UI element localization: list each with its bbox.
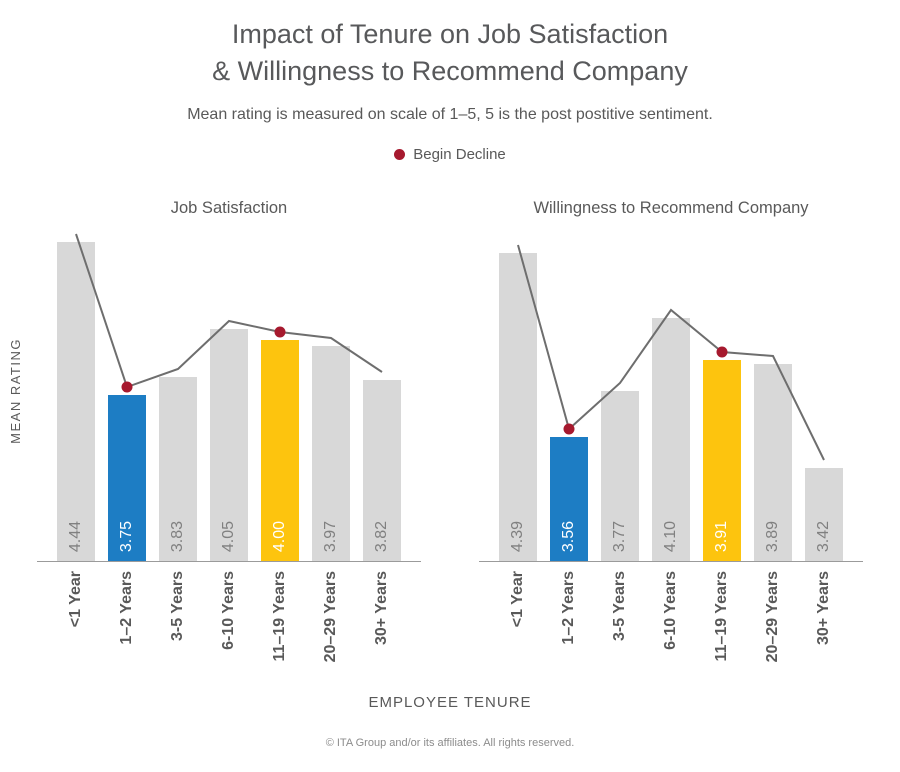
legend-label: Begin Decline [413, 146, 506, 163]
bar-value-label: 3.89 [764, 520, 781, 552]
title-line-2: & Willingness to Recommend Company [212, 56, 688, 86]
y-axis-label: MEAN RATING [8, 338, 23, 449]
category-label: 6-10 Years [652, 562, 690, 682]
bar: 3.75 [108, 395, 146, 561]
begin-decline-marker [274, 326, 286, 338]
bar: 4.10 [652, 318, 690, 561]
bar: 4.00 [261, 340, 299, 561]
bar: 3.77 [601, 391, 639, 561]
bar: 4.05 [210, 329, 248, 561]
chart-willingness-to-recommend: Willingness to Recommend Company 4.39 3.5… [479, 199, 863, 682]
title-line-1: Impact of Tenure on Job Satisfaction [231, 19, 669, 49]
bar: 4.44 [57, 242, 95, 561]
bar-value-label: 4.05 [220, 520, 237, 552]
category-label: 1–2 Years [550, 562, 588, 682]
bar-value-label: 3.42 [815, 520, 832, 552]
category-label-text: 6-10 Years [220, 571, 237, 650]
category-label: 1–2 Years [108, 562, 146, 682]
bar: 3.89 [754, 364, 792, 561]
charts-row: Job Satisfaction 4.44 3.75 3.83 4.05 4.00 3.9… [0, 199, 900, 682]
bar-value-label: 3.97 [322, 520, 339, 552]
category-labels: <1 Year 1–2 Years 3-5 Years 6-10 Years 11–19… [479, 562, 863, 682]
category-label-text: 1–2 Years [118, 571, 135, 645]
category-label-text: 30+ Years [373, 571, 390, 646]
legend: Begin Decline [0, 146, 900, 163]
chart-job-satisfaction: Job Satisfaction 4.44 3.75 3.83 4.05 4.00 3.9… [37, 199, 421, 682]
category-label-text: 11–19 Years [713, 571, 730, 662]
category-label: 30+ Years [805, 562, 843, 682]
bar: 3.42 [805, 468, 843, 561]
category-label-text: 20–29 Years [322, 571, 339, 663]
category-label-text: 1–2 Years [560, 571, 577, 645]
bar-value-label: 3.82 [373, 520, 390, 552]
begin-decline-marker [121, 381, 133, 393]
subtitle: Mean rating is measured on scale of 1–5,… [187, 106, 713, 123]
bar: 3.83 [159, 377, 197, 561]
category-label-text: 3-5 Years [611, 571, 628, 641]
plot-area: 4.44 3.75 3.83 4.05 4.00 3.97 3.82 [37, 230, 421, 562]
bar-value-label: 4.00 [271, 520, 288, 552]
category-label-text: <1 Year [67, 571, 84, 628]
category-label: <1 Year [57, 562, 95, 682]
begin-decline-marker [563, 423, 575, 435]
bar: 4.39 [499, 253, 537, 561]
bar-value-label: 3.75 [118, 520, 135, 552]
bar-value-label: 4.10 [662, 520, 679, 552]
begin-decline-dot-icon [394, 149, 406, 160]
chart-title: Job Satisfaction [170, 199, 288, 217]
bar-value-label: 4.39 [509, 520, 526, 552]
bar-value-label: 3.77 [611, 520, 628, 552]
category-label: 20–29 Years [312, 562, 350, 682]
category-label: 30+ Years [363, 562, 401, 682]
category-label: 11–19 Years [261, 562, 299, 682]
bar-value-label: 4.44 [67, 520, 84, 552]
begin-decline-marker [716, 346, 728, 358]
bar: 3.56 [550, 437, 588, 561]
chart-title: Willingness to Recommend Company [533, 199, 809, 217]
bar-value-label: 3.91 [713, 520, 730, 552]
x-axis-label: EMPLOYEE TENURE [368, 694, 532, 711]
bar-value-label: 3.83 [169, 520, 186, 552]
bar: 3.97 [312, 346, 350, 561]
plot-area: 4.39 3.56 3.77 4.10 3.91 3.89 3.42 [479, 230, 863, 562]
category-label-text: 30+ Years [815, 571, 832, 646]
bar-value-label: 3.56 [560, 520, 577, 552]
category-label: 20–29 Years [754, 562, 792, 682]
category-label-text: 6-10 Years [662, 571, 679, 650]
category-label-text: 20–29 Years [764, 571, 781, 663]
category-label: <1 Year [499, 562, 537, 682]
category-label-text: <1 Year [509, 571, 526, 628]
category-label: 11–19 Years [703, 562, 741, 682]
copyright: © ITA Group and/or its affiliates. All r… [325, 737, 575, 749]
bar: 3.91 [703, 360, 741, 561]
page-title: Impact of Tenure on Job Satisfaction & W… [0, 16, 900, 90]
category-label: 6-10 Years [210, 562, 248, 682]
y-axis-label-text: MEAN RATING [8, 338, 23, 444]
category-label-text: 11–19 Years [271, 571, 288, 662]
category-label: 3-5 Years [601, 562, 639, 682]
bar: 3.82 [363, 380, 401, 561]
category-label-text: 3-5 Years [169, 571, 186, 641]
category-label: 3-5 Years [159, 562, 197, 682]
category-labels: <1 Year 1–2 Years 3-5 Years 6-10 Years 11–19… [37, 562, 421, 682]
